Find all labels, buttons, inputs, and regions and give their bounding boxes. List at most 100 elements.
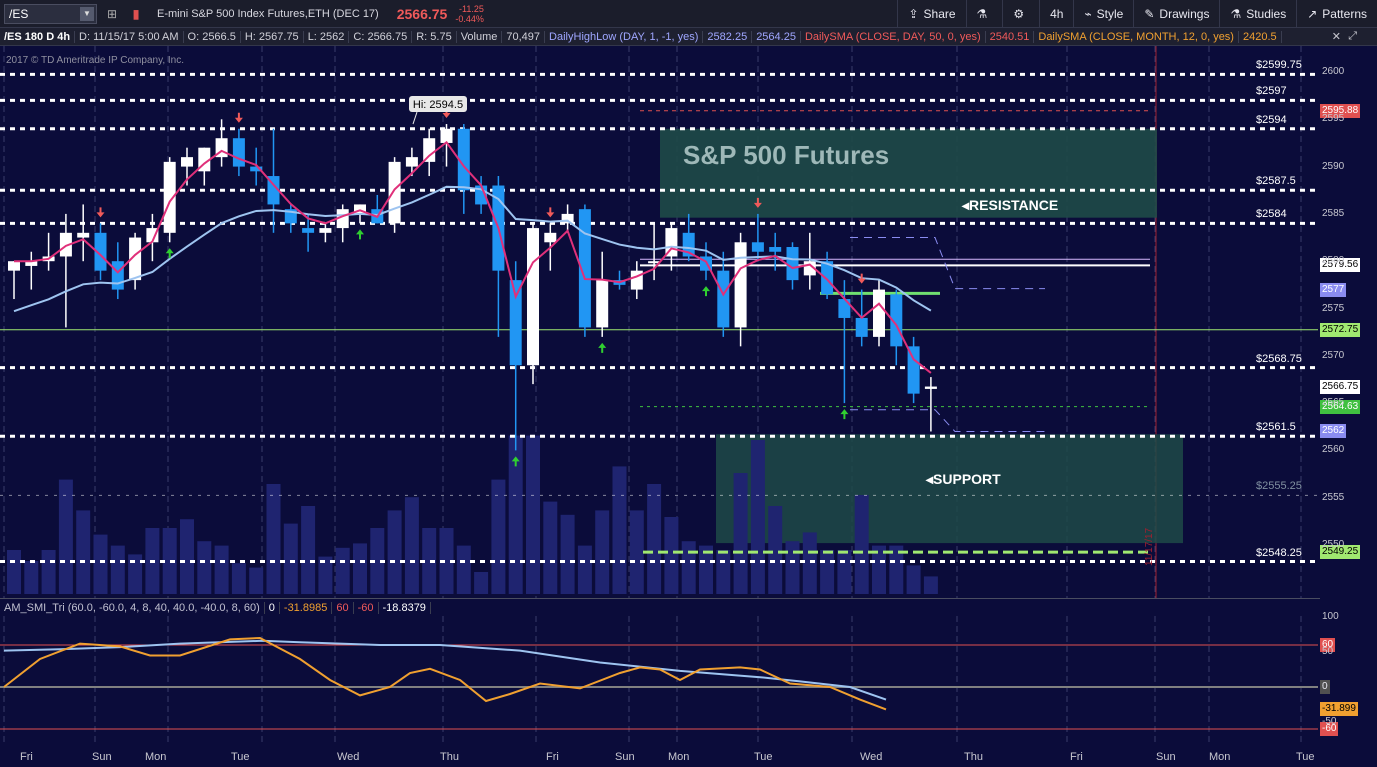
timeframe-button[interactable]: 4h — [1039, 0, 1073, 28]
candle-body — [94, 232, 107, 271]
chevron-down-icon[interactable]: ▼ — [80, 6, 94, 21]
price-tick-label: 2580 — [1322, 255, 1345, 267]
support-text: SUPPORT — [933, 471, 1001, 487]
drawings-label: Drawings — [1159, 7, 1210, 21]
info-sma-day-study[interactable]: DailySMA (CLOSE, DAY, 50, 0, yes) — [801, 30, 986, 43]
price-tag: 2566.75 — [1320, 379, 1361, 394]
up-arrow-icon — [356, 229, 364, 240]
price-chart[interactable]: Hi: 2594.5 11/17/17 — [0, 46, 1377, 598]
volume-bar — [404, 497, 419, 594]
candle-body — [163, 161, 176, 233]
expand-icon[interactable]: ⤢ — [1348, 30, 1357, 42]
caret-left-icon: ◂ — [962, 197, 970, 213]
toolbar-actions: ⇪ Share ⚗ ⚙ 4h ⌁ Style ✎ Drawings ⚗ Studies … — [897, 0, 1377, 28]
indicator-tick-label: 0 — [1322, 681, 1328, 692]
volume-bar — [24, 561, 39, 594]
volume-bar — [785, 541, 800, 594]
resistance-label: ◂RESISTANCE — [962, 197, 1058, 214]
patterns-button[interactable]: ↗ Patterns — [1296, 0, 1377, 28]
settings-button[interactable]: ⚙ — [1002, 0, 1039, 28]
candle-body — [232, 138, 245, 167]
down-arrow-icon — [234, 112, 243, 123]
price-tick-label: 2560 — [1322, 444, 1345, 456]
drawings-button[interactable]: ✎ Drawings — [1133, 0, 1219, 28]
time-axis-label: Tue — [1296, 751, 1315, 763]
volume-bar — [923, 576, 938, 594]
volume-bar — [439, 528, 454, 594]
candle-body — [561, 213, 574, 224]
studies-button[interactable]: ⚗ Studies — [1219, 0, 1296, 28]
candle-body — [250, 166, 263, 172]
candle-body — [838, 299, 851, 318]
volume-bar — [889, 545, 904, 594]
volume-bar — [543, 501, 558, 594]
volume-bar — [595, 510, 610, 594]
indicator-value-2: 60 — [332, 601, 354, 614]
volume-bar — [197, 541, 212, 594]
indicator-tick-label: -50 — [1322, 716, 1337, 727]
indicator-name[interactable]: AM_SMI_Tri (60.0, -60.0, 4, 8, 40, 40.0,… — [0, 601, 265, 614]
smi-line — [3, 636, 887, 711]
volume-bar — [41, 550, 56, 594]
candle-body — [769, 247, 782, 252]
volume-bar — [456, 545, 471, 594]
support-zone — [716, 434, 1183, 544]
high-callout-box — [409, 96, 467, 113]
info-sma-month-study[interactable]: DailySMA (CLOSE, MONTH, 12, 0, yes) — [1034, 30, 1239, 43]
daily-low-line — [850, 409, 1045, 432]
volume-bar — [872, 545, 886, 594]
time-axis-label: Sun — [1156, 751, 1176, 763]
share-button[interactable]: ⇪ Share — [897, 0, 965, 28]
indicator-info-bar: AM_SMI_Tri (60.0, -60.0, 4, 8, 40, 40.0,… — [0, 598, 1320, 616]
info-dhl-study[interactable]: DailyHighLow (DAY, 1, -1, yes) — [545, 30, 704, 43]
candle-body — [596, 280, 609, 328]
symbol-selector[interactable]: /ES ▼ — [4, 3, 97, 24]
volume-bar — [647, 484, 662, 594]
price-tick-label: 2550 — [1322, 539, 1345, 550]
daily-high-line — [850, 237, 1045, 290]
style-button[interactable]: ⌁ Style — [1073, 0, 1133, 28]
indicator-value-0: 0 — [265, 601, 280, 614]
chart-info-bar: /ES 180 D 4h D: 11/15/17 5:00 AM O: 2566… — [0, 28, 1377, 46]
high-callout-pointer — [412, 111, 418, 125]
indicator-tag: -31.899 — [1320, 702, 1358, 717]
alert-icon[interactable]: ▮ — [132, 6, 140, 21]
price-tick-label: 2600 — [1322, 66, 1345, 77]
indicator-tick-label: 50 — [1322, 646, 1334, 657]
volume-bar — [560, 514, 575, 594]
level-label: $2587.5 — [1256, 175, 1296, 188]
session-date-label: 11/17/17 — [1144, 527, 1155, 566]
volume-bar — [750, 440, 765, 594]
price-tag: 2572.75 — [1320, 322, 1361, 337]
link-icon[interactable]: ⊞ — [106, 6, 118, 21]
volume-bar — [266, 484, 281, 594]
share-icon: ⇪ — [908, 7, 919, 21]
time-axis-label: Sun — [615, 751, 635, 763]
info-volume-label: Volume — [457, 30, 503, 43]
timeframe-label: 4h — [1050, 7, 1064, 21]
candle-body — [578, 209, 591, 328]
price-tick-label: 2555 — [1322, 491, 1345, 503]
indicator-chart[interactable] — [0, 616, 1377, 746]
info-volume: 70,497 — [502, 30, 546, 43]
info-date: D: 11/15/17 5:00 AM — [75, 30, 184, 43]
flask-button[interactable]: ⚗ — [965, 0, 1003, 28]
level-label: $2597 — [1256, 85, 1287, 98]
volume-bar — [214, 545, 229, 594]
volume-bar — [353, 543, 367, 594]
candle-body — [129, 237, 142, 281]
level-label: $2548.25 — [1256, 546, 1302, 559]
support-label: ◂SUPPORT — [926, 471, 1001, 488]
volume-bar — [664, 517, 679, 594]
volume-bar — [318, 556, 333, 594]
indicator-tag: 0 — [1320, 680, 1330, 694]
candle-body — [509, 280, 522, 366]
volume-bar — [491, 479, 506, 594]
volume-bar — [577, 545, 592, 594]
crosshair-icon[interactable]: ✕ — [1331, 31, 1341, 43]
volume-bar — [716, 550, 731, 594]
share-label: Share — [923, 7, 956, 21]
style-label: Style — [1096, 7, 1124, 21]
volume-bar — [733, 473, 748, 594]
volume-bar — [58, 479, 73, 594]
